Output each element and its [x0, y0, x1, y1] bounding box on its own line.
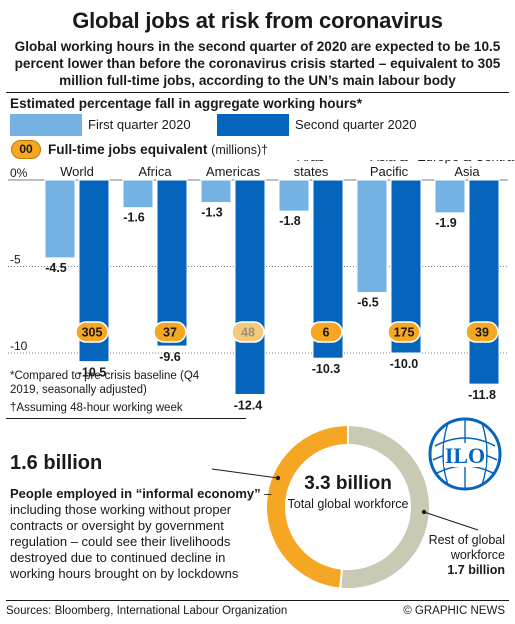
- jobs-value: 37: [163, 326, 177, 340]
- data-label-q2: -10.3: [312, 362, 341, 376]
- rest-workforce-label: Rest of global workforce 1.7 billion: [425, 533, 505, 578]
- data-label-q1: -1.8: [279, 214, 301, 228]
- footer-sources: Sources: Bloomberg, International Labour…: [6, 605, 288, 617]
- legend-label-q2: Second quarter 2020: [295, 117, 417, 132]
- jobs-legend-label: Full-time jobs equivalent (millions)†: [48, 142, 268, 157]
- informal-lead: People employed in “informal economy”: [10, 486, 261, 501]
- bar-q1-5: [434, 179, 466, 214]
- jobs-legend-text: Full-time jobs equivalent: [48, 142, 208, 157]
- jobs-badge: [75, 321, 109, 343]
- informal-body: – including those working without proper…: [10, 486, 272, 581]
- page-subtitle: Global working hours in the second quart…: [14, 39, 501, 88]
- donut-total-value: 3.3 billion: [304, 473, 392, 494]
- footer-divider: [6, 600, 509, 601]
- data-label-q2: -10.5: [78, 366, 107, 380]
- jobs-legend-badge: 00: [11, 140, 41, 159]
- chart-heading: Estimated percentage fall in aggregate w…: [10, 96, 363, 111]
- bar-q1-1: [122, 179, 154, 209]
- jobs-value: 175: [394, 326, 415, 340]
- jobs-badge: [231, 321, 265, 343]
- ilo-logo: ILO: [428, 417, 502, 491]
- y-tick-label: 0%: [10, 166, 28, 180]
- bar-chart: 0% -5 -10 World -4.5 -10.5 305 Africa -1.6 -9.6 37…: [8, 160, 515, 413]
- data-label-q2: -9.6: [159, 350, 181, 364]
- bar-q1-2: [200, 179, 232, 203]
- jobs-value: 6: [323, 326, 330, 340]
- category-label: Africa: [138, 164, 172, 179]
- legend-swatch-q2: [217, 114, 289, 136]
- y-tick-label: -5: [10, 253, 21, 267]
- data-label-q2: -11.8: [468, 388, 496, 402]
- jobs-badge: [387, 321, 421, 343]
- data-label-q2: -12.4: [234, 399, 263, 413]
- rest-amount: 1.7 billion: [447, 563, 505, 577]
- bar-q1-3: [278, 179, 310, 212]
- rest-label: Rest of global workforce: [428, 533, 505, 562]
- category-label: Americas: [206, 164, 261, 179]
- data-label-q1: -1.6: [123, 211, 145, 225]
- jobs-legend-unit: (millions)†: [211, 143, 269, 157]
- rest-leader-line: [423, 511, 479, 531]
- donut-center: 3.3 billion Total global workforce: [283, 473, 413, 512]
- bar-q1-0: [44, 179, 76, 259]
- data-label-q1: -1.9: [435, 216, 457, 230]
- category-label: states: [294, 164, 329, 179]
- category-label: Pacific: [370, 164, 409, 179]
- jobs-value: 305: [82, 326, 103, 340]
- bar-q1-4: [356, 179, 388, 293]
- y-tick-label: -10: [10, 339, 28, 353]
- data-label-q1: -1.3: [201, 205, 223, 219]
- category-label: Arab: [297, 160, 324, 164]
- donut-total-label: Total global workforce: [287, 497, 409, 511]
- page-title: Global jobs at risk from coronavirus: [72, 8, 443, 33]
- bar-q2-2: [234, 179, 266, 396]
- informal-leader-line: [211, 468, 279, 479]
- legend-swatch-q1: [10, 114, 82, 136]
- footer-credit: © GRAPHIC NEWS: [403, 605, 505, 617]
- category-label: Asia &: [370, 160, 408, 164]
- jobs-badge: [309, 321, 343, 343]
- legend-label-q1: First quarter 2020: [88, 117, 191, 132]
- jobs-value: 48: [241, 326, 255, 340]
- informal-value: 1.6 billion: [10, 452, 103, 474]
- jobs-value: 39: [475, 326, 489, 340]
- mid-divider: [6, 418, 246, 419]
- data-label-q2: -10.0: [390, 357, 419, 371]
- note-assuming: †Assuming 48-hour working week: [10, 402, 183, 414]
- note-compared: *Compared to pre-crisis baseline (Q4 201…: [10, 370, 200, 396]
- jobs-badge: [465, 321, 499, 343]
- rest-leader-dot: [421, 509, 427, 515]
- category-label: Europe & Central: [417, 160, 515, 164]
- bar-q2-5: [468, 179, 500, 385]
- category-label: Asia: [454, 164, 480, 179]
- top-divider: [6, 92, 509, 93]
- jobs-badge: [153, 321, 187, 343]
- informal-description: People employed in “informal economy” – …: [10, 486, 272, 582]
- category-label: World: [60, 164, 94, 179]
- ilo-logo-text: ILO: [445, 443, 485, 468]
- bar-q2-1: [156, 179, 188, 347]
- data-label-q1: -6.5: [357, 295, 379, 309]
- informal-leader-dot: [275, 475, 281, 481]
- data-label-q1: -4.5: [45, 261, 67, 275]
